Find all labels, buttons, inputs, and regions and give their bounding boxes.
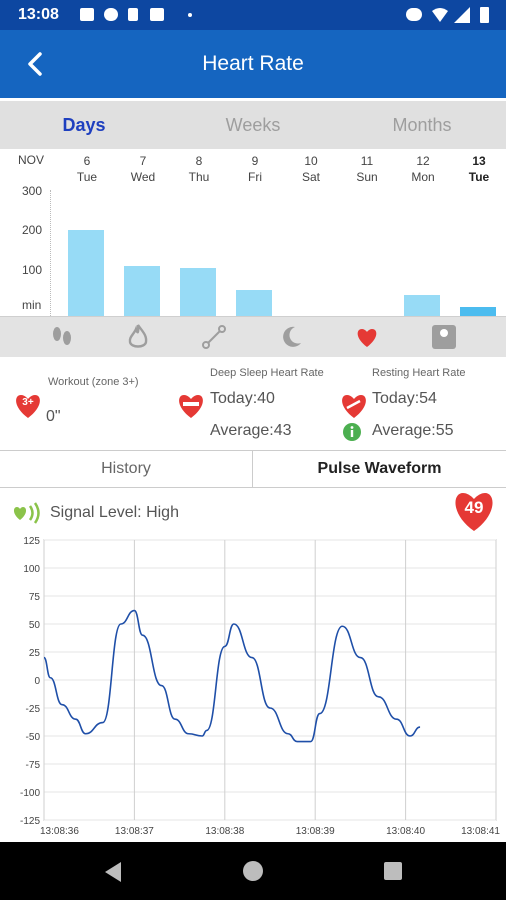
y-axis-label: 100 [22,263,43,277]
day-column[interactable]: 7 Wed [130,154,156,184]
x-tick-label: 13:08:41 [461,826,500,837]
x-tick-label: 13:08:37 [115,826,154,837]
y-tick-label: -25 [26,704,41,715]
resting-label: Resting Heart Rate [372,367,466,379]
y-tick-label: 25 [29,648,41,659]
day-column[interactable]: 6 Tue [76,154,98,184]
workout-label: Workout (zone 3+) [48,376,139,388]
tab-weeks[interactable]: Weeks [225,115,281,135]
workout-badge-text: 3+ [22,397,34,408]
daily-bar[interactable] [124,266,160,316]
y-axis-label: min [22,298,42,312]
y-tick-label: -100 [20,788,40,799]
deep-sleep-average: Average:43 [210,422,292,439]
deep-sleep-today: Today:40 [210,390,275,407]
bpm-heart-badge-icon [455,493,493,531]
status-bar: 13:08 [0,0,506,30]
y-tick-label: 125 [23,536,40,547]
page-title: Heart Rate [202,52,304,75]
month-label: NOV [18,153,45,167]
daily-bar[interactable] [460,307,496,316]
nav-recents-icon[interactable] [384,862,402,880]
y-tick-label: 75 [29,592,41,603]
signal-icon [454,7,470,23]
heart-rate-icon[interactable] [353,323,381,351]
chat-icon [104,8,118,21]
deep-sleep-label: Deep Sleep Heart Rate [210,367,324,379]
x-tick-label: 13:08:39 [296,826,335,837]
notification-icon [80,8,94,21]
y-tick-label: 0 [34,676,40,687]
day-column[interactable]: 9 Fri [248,154,262,184]
y-axis-line [50,190,52,316]
resting-today: Today:54 [372,390,437,407]
daily-bar[interactable] [404,295,440,316]
y-tick-label: 100 [23,564,40,575]
signal-level-text: Signal Level: High [50,504,179,521]
resting-average: Average:55 [372,422,454,439]
resting-heart-icon [342,395,366,418]
app-bar: Heart Rate [0,30,506,98]
daily-bar[interactable] [68,230,104,316]
day-column-selected[interactable]: 13 Tue [468,154,490,184]
nav-back-icon[interactable] [103,861,123,883]
sleep-moon-icon[interactable] [277,323,305,351]
y-tick-label: -50 [26,732,41,743]
x-tick-label: 13:08:40 [386,826,425,837]
day-column[interactable]: 11 Sun [356,154,378,184]
back-arrow-icon[interactable] [22,46,52,82]
day-column[interactable]: 8 Thu [188,154,210,184]
detail-tabs: History Pulse Waveform [0,450,506,488]
tab-history[interactable]: History [0,451,253,487]
y-tick-label: 50 [29,620,41,631]
period-tabs: Days Weeks Months [0,101,506,149]
waveform-line [43,609,421,743]
current-bpm: 49 [464,498,484,517]
day-column[interactable]: 12 Mon [411,154,435,184]
battery-icon [480,7,489,23]
y-axis-label: 200 [22,223,43,237]
metric-icon-row [0,316,506,357]
signal-level-icon [13,502,40,524]
tab-pulse-waveform[interactable]: Pulse Waveform [317,460,442,477]
distance-route-icon[interactable] [200,323,228,351]
tab-days[interactable]: Days [62,115,106,135]
x-tick-label: 13:08:36 [40,826,79,837]
weight-scale-icon[interactable] [430,323,458,351]
daily-bar[interactable] [180,268,216,316]
tab-months[interactable]: Months [392,115,452,135]
daily-bar-chart [0,190,506,316]
x-tick-label: 13:08:38 [205,826,244,837]
day-column[interactable]: 10 Sat [301,154,320,184]
workout-value: 0" [46,408,61,425]
more-notifications-icon [188,13,192,17]
navigation-bar [0,842,506,900]
workout-heart-badge-icon [16,395,40,418]
wifi-icon [432,8,448,22]
status-time: 13:08 [18,6,59,23]
calories-flame-icon[interactable] [124,323,152,351]
deep-sleep-heart-icon [179,395,203,418]
y-tick-label: -125 [20,816,40,827]
info-icon[interactable] [343,423,361,441]
cup-icon [128,8,138,21]
image-icon [150,8,164,21]
steps-icon[interactable] [48,323,76,351]
vibrate-icon [406,8,422,21]
daily-bar[interactable] [236,290,272,316]
y-tick-label: -75 [26,760,41,771]
y-axis-label: 300 [22,184,43,198]
nav-home-icon[interactable] [242,860,264,882]
